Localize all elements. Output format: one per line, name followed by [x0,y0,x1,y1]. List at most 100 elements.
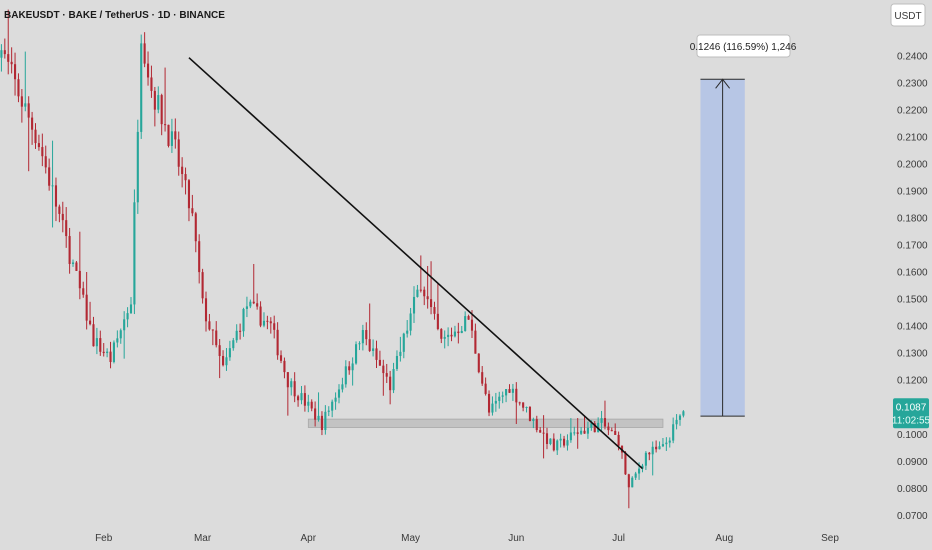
candle-body [276,329,279,356]
candle [614,423,617,435]
candle-body [580,430,583,434]
support-zone[interactable] [307,418,664,428]
candle [481,366,484,386]
candle [358,341,361,351]
candle [297,394,300,407]
candle-body [65,220,68,237]
candle-body [337,389,341,398]
candle-body [239,330,242,332]
candle [160,93,163,136]
candle-body [525,406,528,408]
candle [143,32,146,68]
chart-title: BAKEUSDT · BAKE / TetherUS · 1D · BINANC… [4,10,225,21]
candle-body [146,63,150,78]
candle-body [361,330,364,344]
candle-body [430,299,433,308]
candle [222,350,225,367]
candle-body [51,185,54,187]
candle-body [665,442,668,445]
candle-body [638,468,641,474]
candle [511,383,514,401]
candle-body [447,334,450,337]
candle-body [464,316,467,331]
candle-body [106,351,109,354]
candle-body [150,77,153,91]
candle [549,438,552,446]
candle [204,291,208,332]
x-tick-label: May [401,533,420,544]
candle-body [354,344,358,364]
candle [436,283,439,331]
candle-body [341,384,344,390]
descending-trendline[interactable] [188,57,644,470]
candle-body [556,440,559,451]
y-tick-label: 0.1400 [897,322,928,333]
trendline-layer[interactable] [188,57,644,470]
candle-body [75,262,78,271]
candle-body [542,432,545,434]
candle [252,263,255,305]
candle [92,316,95,347]
candle [542,415,545,459]
candle [65,207,68,248]
candle [283,357,286,379]
candle [682,410,685,418]
candle [576,418,579,449]
candle-body [279,355,283,361]
candle [583,416,586,434]
candle [440,328,443,344]
candle [518,401,521,406]
candle-body [133,202,136,305]
candle [631,476,634,488]
candle [314,401,317,427]
candle-body [682,411,685,416]
candle [672,417,675,444]
candle-body [194,213,197,242]
candle-body [545,433,549,444]
candle-body [259,306,262,326]
candle [259,301,262,328]
candle [361,324,364,351]
candle [460,325,463,334]
y-tick-label: 0.1200 [897,376,928,387]
candle-body [552,438,555,451]
candle-body [266,320,269,322]
last-price-value: 0.1087 [896,402,927,413]
candle [562,435,566,448]
candle-body [34,129,37,144]
currency-badge[interactable]: USDT [890,3,926,27]
candle-body [498,396,501,401]
candle-body [198,241,201,273]
candle [515,382,518,425]
candle [337,384,341,404]
candle [201,268,204,304]
candle [464,311,467,332]
target-arrow-head [715,78,731,89]
candle [269,317,272,334]
candle [344,360,347,388]
candle [586,421,589,439]
candle [491,396,494,416]
candle [276,322,279,360]
candle [99,330,102,356]
candle-body [395,355,399,370]
candle-body [177,139,180,167]
candle [658,441,661,450]
candle [535,415,538,433]
candle-body [358,343,361,345]
candle-body [48,167,51,186]
candle-body [0,50,3,58]
candle [423,286,426,306]
x-tick-label: Jul [612,533,625,544]
candle-body [297,396,300,401]
candle-body [661,444,664,447]
measure-label: 0.1246 (116.59%) 1,246 [690,34,797,58]
candle [177,131,180,176]
candle-body [600,418,603,423]
candle [102,343,105,357]
candle-body [252,301,255,304]
candle [409,307,412,336]
candle-body [614,430,617,435]
